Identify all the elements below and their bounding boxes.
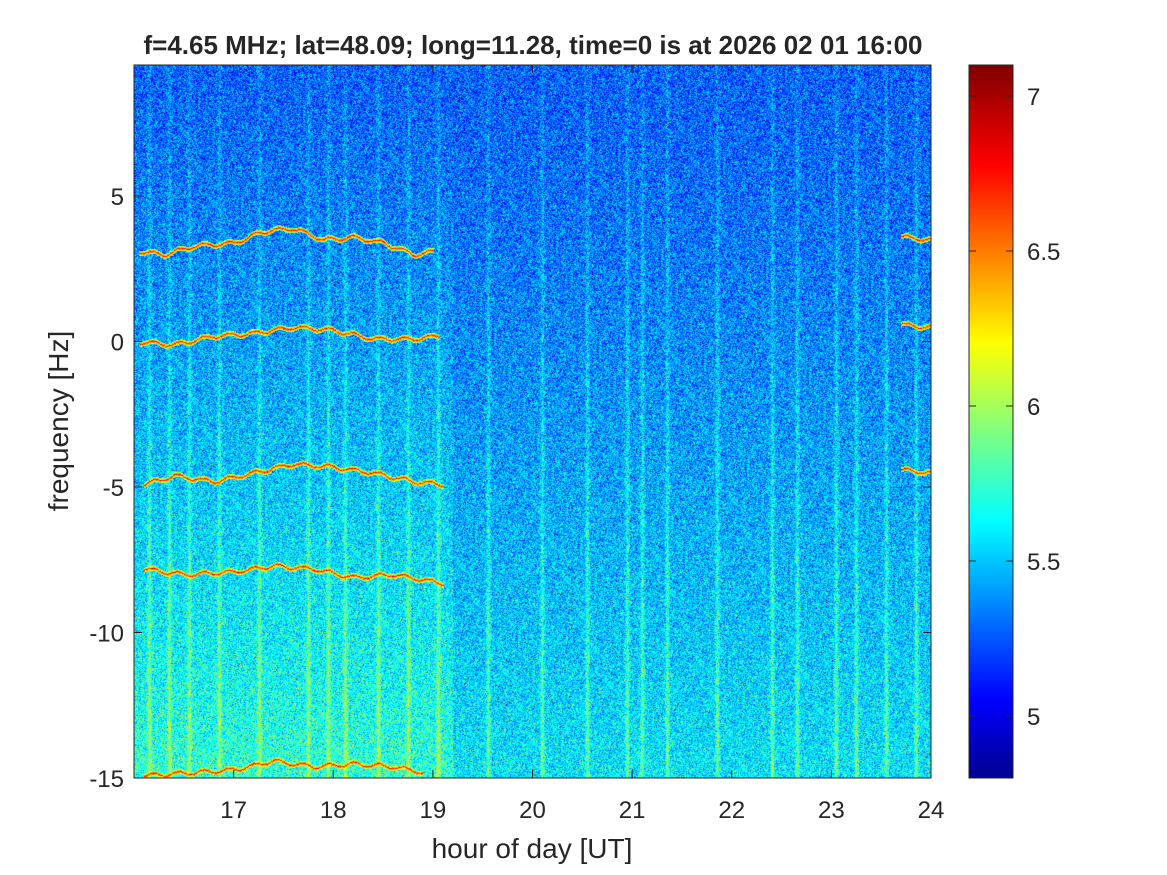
colorbar-ticks: 7 6.5 6 5.5 5 (969, 84, 1060, 731)
y-tick-label: 0 (111, 329, 124, 356)
colorbar-tick-label: 6.5 (1027, 239, 1060, 266)
y-tick-label: 5 (111, 184, 124, 211)
x-tick-label: 22 (718, 797, 745, 824)
colorbar-tick-label: 5 (1027, 704, 1040, 731)
x-tick-label: 20 (519, 797, 546, 824)
plot-area: 17 18 19 20 21 22 23 24 5 0 -5 -10 -15 (89, 64, 944, 824)
x-tick-label: 23 (818, 797, 845, 824)
x-tick-label: 19 (420, 797, 447, 824)
y-tick-label: -10 (89, 620, 124, 647)
x-tick-label: 18 (320, 797, 347, 824)
spectrogram-heatmap (134, 65, 931, 778)
colorbar-tick-label: 7 (1027, 84, 1040, 111)
x-axis-label: hour of day [UT] (432, 833, 633, 864)
colorbar-tick-label: 6 (1027, 394, 1040, 421)
y-axis-label: frequency [Hz] (43, 331, 74, 512)
colorbar-tick-label: 5.5 (1027, 549, 1060, 576)
y-axis-ticks: 5 0 -5 -10 -15 (89, 184, 931, 793)
colorbar-gradient (968, 64, 1014, 779)
chart-title: f=4.65 MHz; lat=48.09; long=11.28, time=… (143, 30, 922, 60)
x-axis-ticks: 17 18 19 20 21 22 23 24 (220, 65, 944, 824)
colorbar: 7 6.5 6 5.5 5 (968, 64, 1060, 779)
x-tick-label: 21 (619, 797, 646, 824)
x-tick-label: 17 (220, 797, 247, 824)
y-tick-label: -15 (89, 766, 124, 793)
y-tick-label: -5 (103, 475, 124, 502)
x-tick-label: 24 (918, 797, 945, 824)
